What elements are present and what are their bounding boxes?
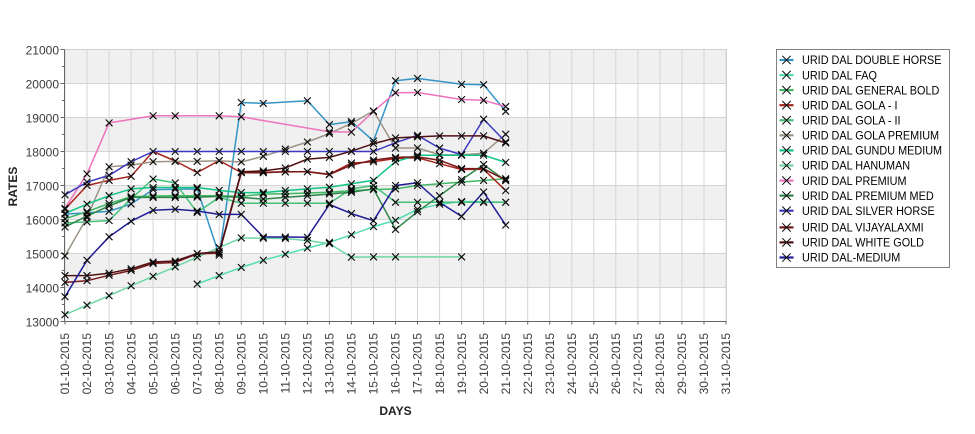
svg-text:URID DAL VIJAYALAXMI: URID DAL VIJAYALAXMI <box>802 222 924 235</box>
svg-text:06-10-2015: 06-10-2015 <box>168 333 182 395</box>
svg-text:13-10-2015: 13-10-2015 <box>323 333 337 395</box>
svg-text:15-10-2015: 15-10-2015 <box>367 333 381 395</box>
svg-text:20-10-2015: 20-10-2015 <box>477 333 491 395</box>
svg-text:27-10-2015: 27-10-2015 <box>631 333 645 395</box>
svg-text:04-10-2015: 04-10-2015 <box>124 333 138 395</box>
svg-text:URID DAL-MEDIUM: URID DAL-MEDIUM <box>802 252 900 265</box>
svg-text:05-10-2015: 05-10-2015 <box>146 333 160 395</box>
svg-text:26-10-2015: 26-10-2015 <box>609 333 623 395</box>
svg-text:12-10-2015: 12-10-2015 <box>301 333 315 395</box>
svg-text:DAYS: DAYS <box>379 404 411 418</box>
svg-text:17-10-2015: 17-10-2015 <box>411 333 425 395</box>
svg-text:URID DAL SILVER HORSE: URID DAL SILVER HORSE <box>802 205 935 218</box>
svg-text:URID DAL GUNDU MEDIUM: URID DAL GUNDU MEDIUM <box>802 145 942 158</box>
svg-text:18000: 18000 <box>26 145 60 159</box>
svg-text:10-10-2015: 10-10-2015 <box>257 333 271 395</box>
svg-text:24-10-2015: 24-10-2015 <box>565 333 579 395</box>
svg-text:14-10-2015: 14-10-2015 <box>345 333 359 395</box>
svg-text:URID DAL PREMIUM: URID DAL PREMIUM <box>802 175 907 188</box>
svg-text:RATES: RATES <box>6 167 20 207</box>
svg-text:07-10-2015: 07-10-2015 <box>190 333 204 395</box>
svg-text:URID DAL WHITE GOLD: URID DAL WHITE GOLD <box>802 237 924 250</box>
svg-text:19000: 19000 <box>26 111 60 125</box>
svg-text:11-10-2015: 11-10-2015 <box>279 333 293 394</box>
svg-text:URID DAL GOLA PREMIUM: URID DAL GOLA PREMIUM <box>802 130 939 143</box>
svg-text:16000: 16000 <box>26 213 60 227</box>
svg-text:09-10-2015: 09-10-2015 <box>235 333 249 395</box>
svg-text:14000: 14000 <box>26 281 60 295</box>
svg-text:15000: 15000 <box>26 247 60 261</box>
svg-text:URID DAL HANUMAN: URID DAL HANUMAN <box>802 160 910 173</box>
svg-text:31-10-2015: 31-10-2015 <box>719 333 733 395</box>
svg-text:URID DAL PREMIUM MED: URID DAL PREMIUM MED <box>802 190 934 203</box>
svg-text:17000: 17000 <box>26 179 60 193</box>
svg-text:URID DAL DOUBLE HORSE: URID DAL DOUBLE HORSE <box>802 55 942 68</box>
svg-text:29-10-2015: 29-10-2015 <box>675 333 689 395</box>
svg-text:20000: 20000 <box>26 77 60 91</box>
svg-text:28-10-2015: 28-10-2015 <box>653 333 667 395</box>
svg-text:URID DAL GOLA - I: URID DAL GOLA - I <box>802 100 898 113</box>
svg-text:URID DAL FAQ: URID DAL FAQ <box>802 70 877 83</box>
svg-text:21000: 21000 <box>26 43 60 57</box>
svg-text:21-10-2015: 21-10-2015 <box>499 333 513 395</box>
svg-text:19-10-2015: 19-10-2015 <box>455 333 469 395</box>
svg-text:01-10-2015: 01-10-2015 <box>58 333 72 395</box>
svg-text:URID DAL GENERAL BOLD: URID DAL GENERAL BOLD <box>802 85 939 98</box>
svg-text:13000: 13000 <box>26 315 60 329</box>
svg-text:23-10-2015: 23-10-2015 <box>543 333 557 395</box>
svg-text:30-10-2015: 30-10-2015 <box>697 333 711 395</box>
svg-text:22-10-2015: 22-10-2015 <box>521 333 535 395</box>
svg-text:25-10-2015: 25-10-2015 <box>587 333 601 395</box>
svg-text:08-10-2015: 08-10-2015 <box>212 333 226 395</box>
svg-text:02-10-2015: 02-10-2015 <box>80 333 94 395</box>
svg-text:03-10-2015: 03-10-2015 <box>102 333 116 395</box>
svg-text:16-10-2015: 16-10-2015 <box>389 333 403 395</box>
svg-text:18-10-2015: 18-10-2015 <box>433 333 447 395</box>
svg-text:URID DAL GOLA - II: URID DAL GOLA - II <box>802 115 901 128</box>
